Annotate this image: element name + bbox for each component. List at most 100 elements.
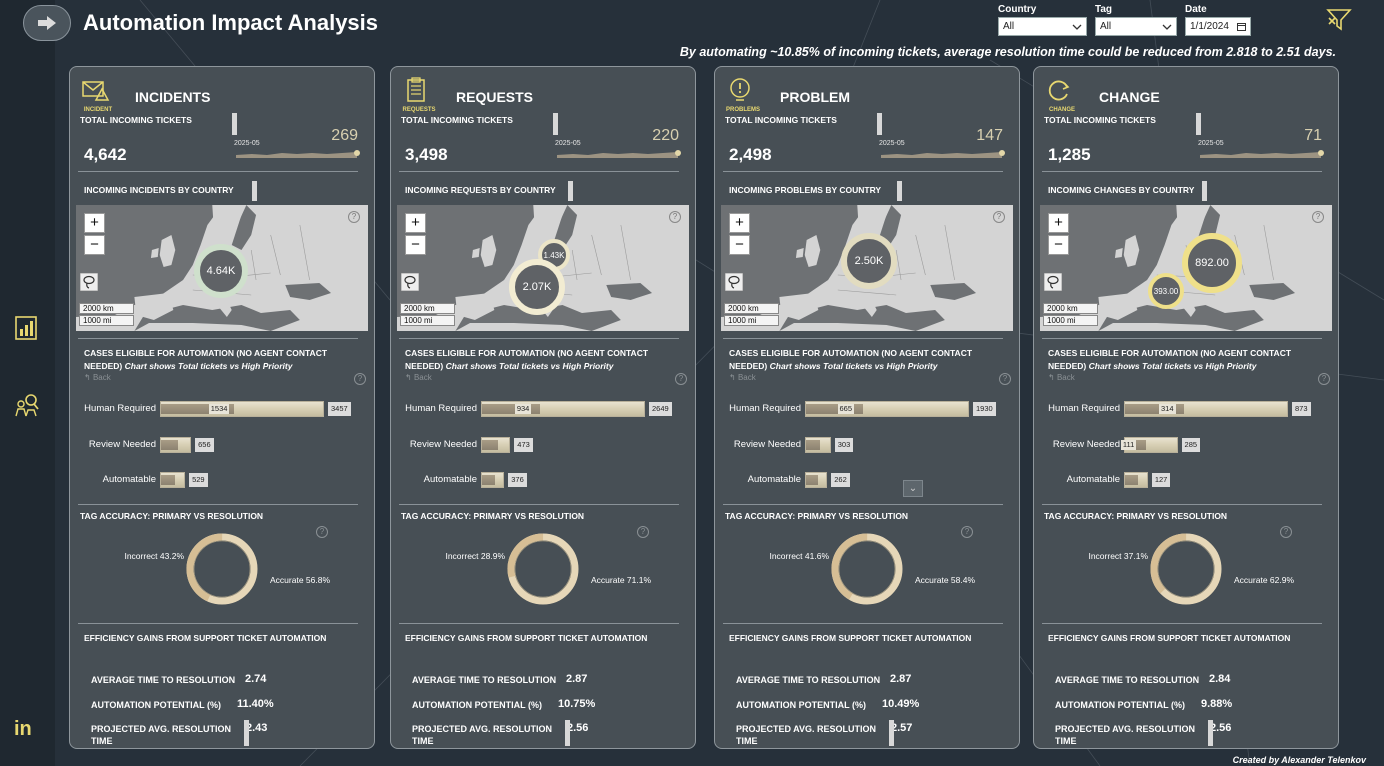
card-problem: PROBLEMS PROBLEM TOTAL INCOMING TICKETS 2,4… — [714, 66, 1020, 749]
country-filter-label: Country — [998, 4, 1037, 15]
bar-high-priority[interactable] — [482, 440, 499, 450]
efficiency-metric-label: PROJECTED AVG. RESOLUTION TIME — [412, 724, 553, 746]
card-title: REQUESTS — [456, 89, 534, 105]
eligible-help-icon[interactable]: ? — [354, 373, 366, 385]
efficiency-metric-value: 2.87 — [890, 673, 912, 685]
map-bubble[interactable]: 393.00 — [1148, 273, 1184, 309]
scroll-down-button[interactable]: ⌄ — [903, 480, 923, 497]
tag-accuracy-help-icon[interactable]: ? — [316, 526, 328, 538]
card-icon-caption: REQUESTS — [402, 107, 436, 113]
tickets-trend-sparkline: 2025-05 220 — [553, 111, 683, 161]
bar-high-priority[interactable] — [161, 475, 175, 485]
map-scale-mi: 1000 mi — [400, 315, 455, 326]
eligible-help-icon[interactable]: ? — [999, 373, 1011, 385]
calendar-icon[interactable] — [1237, 22, 1246, 31]
bar-high-priority[interactable] — [806, 475, 819, 485]
bar-high-priority[interactable] — [161, 404, 234, 414]
bar-priority-value: 111 — [1120, 440, 1137, 450]
card-icon: REQUESTS — [401, 75, 437, 113]
map-land-shapes — [1040, 205, 1332, 331]
drill-back-button[interactable]: ↰ Back — [729, 373, 756, 382]
map-zoom-out-button[interactable]: − — [1048, 235, 1069, 255]
map-zoom-out-button[interactable]: − — [405, 235, 426, 255]
people-search-icon[interactable] — [14, 392, 40, 418]
total-tickets-value: 4,642 — [84, 145, 127, 164]
bar-high-priority[interactable] — [482, 404, 540, 414]
bar-category-label: Automatable — [423, 474, 477, 485]
map-bubble[interactable]: 2.50K — [841, 233, 897, 289]
tag-dropdown[interactable]: All — [1095, 17, 1177, 36]
efficiency-metric-label: PROJECTED AVG. RESOLUTION TIME — [1055, 724, 1196, 746]
bar-total-value: 656 — [195, 438, 214, 452]
map-zoom-in-button[interactable]: + — [405, 213, 426, 233]
drill-back-button[interactable]: ↰ Back — [84, 373, 111, 382]
map-zoom-in-button[interactable]: + — [84, 213, 105, 233]
map-bubble[interactable]: 2.07K — [509, 259, 565, 315]
donut-slice-incorrect[interactable] — [827, 529, 907, 609]
bar-category-label: Review Needed — [733, 439, 801, 450]
tickets-trend-sparkline: 2025-05 147 — [877, 111, 1007, 161]
country-map[interactable]: + − 2000 km 1000 mi? 4.64K — [76, 205, 368, 331]
tag-accuracy-donut — [186, 533, 258, 605]
country-dropdown[interactable]: All — [998, 17, 1087, 36]
efficiency-metric-value: 2.74 — [245, 673, 267, 685]
back-arrow-icon: ↰ — [84, 373, 93, 382]
map-help-icon[interactable]: ? — [669, 211, 681, 223]
country-map[interactable]: + − 2000 km 1000 mi? 2.50K — [721, 205, 1013, 331]
bar-high-priority[interactable] — [482, 475, 495, 485]
efficiency-metric-value: 11.40% — [237, 698, 274, 710]
tag-accuracy-title: TAG ACCURACY: PRIMARY VS RESOLUTION — [80, 511, 264, 521]
bar-high-priority[interactable] — [806, 404, 863, 414]
card-incidents: INCIDENT INCIDENTS TOTAL INCOMING TICKETS 4… — [69, 66, 375, 749]
efficiency-metric-value: 2.87 — [566, 673, 588, 685]
eligible-help-icon[interactable]: ? — [675, 373, 687, 385]
back-label: Back — [737, 373, 756, 382]
map-bubble[interactable]: 4.64K — [194, 244, 248, 298]
drill-back-button[interactable]: ↰ Back — [405, 373, 432, 382]
bar-total-value: 303 — [834, 438, 854, 452]
map-scale-mi: 1000 mi — [1043, 315, 1098, 326]
date-input[interactable]: 1/1/2024 — [1185, 17, 1251, 36]
efficiency-metric-label: AVERAGE TIME TO RESOLUTION — [1055, 675, 1200, 685]
total-tickets-value: 1,285 — [1048, 145, 1091, 164]
map-bubble[interactable]: 892.00 — [1182, 233, 1242, 293]
linkedin-icon[interactable]: in — [14, 718, 32, 740]
bar-high-priority[interactable] — [161, 440, 179, 450]
map-help-icon[interactable]: ? — [1312, 211, 1324, 223]
sparkline-chart — [877, 113, 1005, 158]
bar-high-priority[interactable] — [1125, 404, 1184, 414]
map-zoom-in-button[interactable]: + — [1048, 213, 1069, 233]
clear-filter-icon[interactable] — [1326, 6, 1352, 32]
map-lasso-icon[interactable] — [401, 273, 419, 291]
bar-total-value: 2649 — [649, 402, 672, 416]
map-lasso-icon[interactable] — [80, 273, 98, 291]
drill-back-button[interactable]: ↰ Back — [1048, 373, 1075, 382]
country-map[interactable]: + −2000 km 1000 mi? 1.43K 2.07K — [397, 205, 689, 331]
map-zoom-in-button[interactable]: + — [729, 213, 750, 233]
section-divider — [399, 338, 679, 339]
efficiency-metric-value: 2.57 — [891, 722, 913, 734]
tag-accuracy-help-icon[interactable]: ? — [1280, 526, 1292, 538]
bar-high-priority[interactable] — [806, 440, 821, 450]
donut-slice-incorrect[interactable] — [504, 530, 582, 608]
map-lasso-icon[interactable] — [1044, 273, 1062, 291]
section-divider — [399, 623, 679, 624]
map-help-icon[interactable]: ? — [348, 211, 360, 223]
tag-value: All — [1100, 21, 1112, 32]
tag-accuracy-help-icon[interactable]: ? — [637, 526, 649, 538]
map-help-icon[interactable]: ? — [993, 211, 1005, 223]
map-lasso-icon[interactable] — [725, 273, 743, 291]
country-filter: Country All — [998, 4, 1087, 36]
tag-accuracy-help-icon[interactable]: ? — [961, 526, 973, 538]
bar-high-priority[interactable] — [1125, 475, 1139, 485]
arrow-right-icon — [38, 16, 56, 30]
back-arrow-icon: ↰ — [1048, 373, 1057, 382]
total-tickets-label: TOTAL INCOMING TICKETS — [80, 115, 192, 125]
country-map[interactable]: + − 2000 km 1000 mi? 892.00 393.00 — [1040, 205, 1332, 331]
eligible-help-icon[interactable]: ? — [1318, 373, 1330, 385]
eligible-section-title: CASES ELIGIBLE FOR AUTOMATION (NO AGENT … — [1048, 347, 1328, 373]
report-chart-icon[interactable] — [14, 315, 40, 341]
map-zoom-out-button[interactable]: − — [729, 235, 750, 255]
map-zoom-out-button[interactable]: − — [84, 235, 105, 255]
navigate-button[interactable] — [23, 5, 71, 41]
